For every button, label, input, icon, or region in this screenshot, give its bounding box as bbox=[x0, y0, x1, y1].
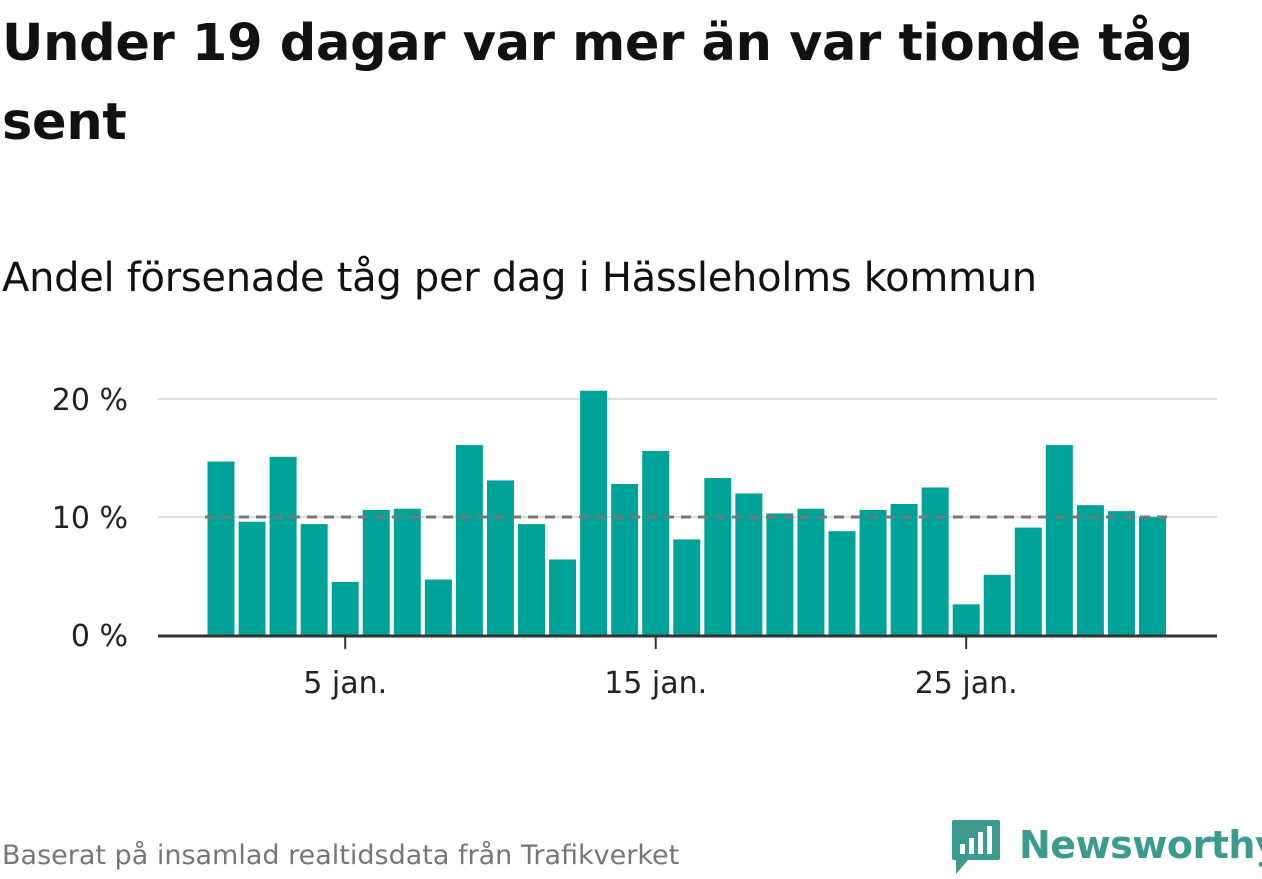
y-tick-label: 10 % bbox=[52, 501, 128, 536]
bar bbox=[362, 509, 390, 635]
bar bbox=[455, 445, 483, 635]
bar bbox=[859, 509, 887, 635]
x-axis bbox=[158, 634, 1217, 649]
bar bbox=[549, 559, 577, 635]
bar bbox=[238, 521, 266, 635]
y-axis-labels: 0 % 10 % 20 % bbox=[52, 383, 128, 654]
bar bbox=[580, 390, 608, 635]
bar bbox=[424, 579, 452, 635]
bar bbox=[331, 581, 359, 635]
bar bbox=[486, 480, 514, 635]
bar bbox=[393, 508, 421, 635]
x-tick-label: 25 jan. bbox=[915, 666, 1018, 701]
y-tick-label: 20 % bbox=[52, 383, 128, 418]
newsworthy-chart-bubble-icon bbox=[952, 820, 1000, 874]
y-tick-label: 0 % bbox=[71, 619, 128, 654]
bar bbox=[1076, 505, 1104, 635]
bar bbox=[611, 483, 639, 635]
bar-chart: 0 % 10 % 20 % 5 jan. 15 jan. 25 jan. bbox=[52, 383, 1217, 701]
x-axis-labels: 5 jan. 15 jan. 25 jan. bbox=[303, 666, 1017, 701]
bar bbox=[1045, 445, 1073, 635]
bar bbox=[673, 539, 701, 635]
brand-logo: Newsworthy bbox=[950, 818, 1262, 878]
bar bbox=[704, 478, 732, 635]
chart-subtitle: Andel försenade tåg per dag i Hässleholm… bbox=[2, 255, 1037, 301]
chart-title: Under 19 dagar var mer än var tionde tåg… bbox=[2, 14, 1193, 152]
bar bbox=[797, 508, 825, 635]
bar bbox=[921, 487, 949, 635]
x-tick-label: 15 jan. bbox=[604, 666, 707, 701]
bar bbox=[207, 461, 235, 635]
bar bbox=[642, 450, 670, 635]
bar bbox=[1107, 511, 1135, 635]
bar bbox=[735, 493, 763, 635]
bar bbox=[983, 574, 1011, 635]
brand-name: Newsworthy bbox=[1019, 823, 1262, 867]
bar bbox=[952, 604, 980, 635]
bars bbox=[207, 390, 1166, 635]
bar bbox=[1139, 517, 1166, 635]
bar bbox=[269, 456, 297, 635]
bar bbox=[828, 531, 856, 635]
bar bbox=[518, 524, 545, 635]
source-note: Baserat på insamlad realtidsdata från Tr… bbox=[2, 840, 680, 871]
x-tick-label: 5 jan. bbox=[303, 666, 387, 701]
bar bbox=[890, 504, 918, 635]
bar bbox=[1014, 527, 1042, 635]
bar bbox=[300, 524, 328, 635]
bar bbox=[766, 513, 794, 635]
